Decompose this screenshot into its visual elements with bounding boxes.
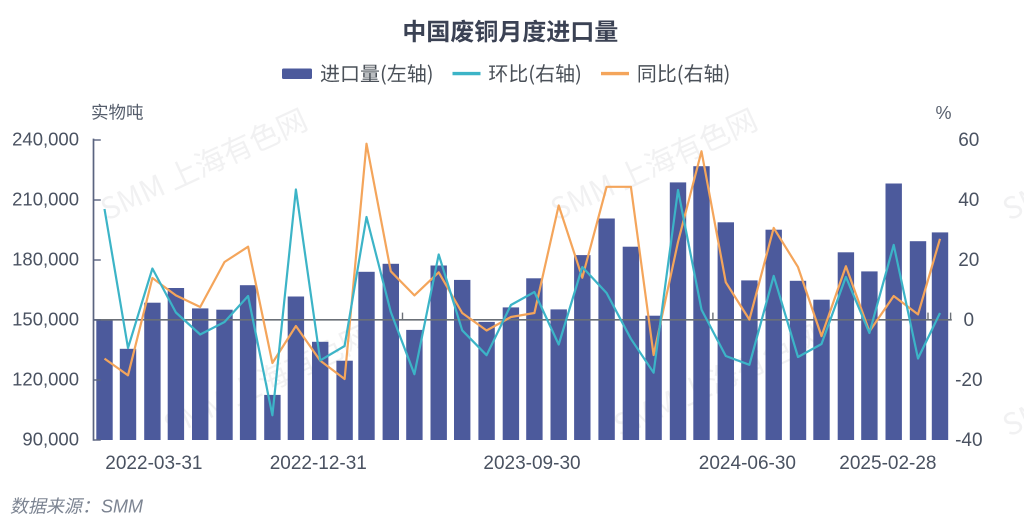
svg-text:240,000: 240,000	[12, 128, 79, 149]
svg-text:60: 60	[958, 130, 979, 151]
svg-text:90,000: 90,000	[22, 428, 79, 449]
svg-text:-40: -40	[955, 430, 982, 451]
svg-text:SMM: SMM	[101, 497, 143, 517]
svg-text:0: 0	[964, 310, 975, 331]
svg-text:180,000: 180,000	[12, 248, 79, 269]
svg-text:2023-09-30: 2023-09-30	[483, 453, 580, 474]
svg-text:2024-06-30: 2024-06-30	[699, 453, 796, 474]
svg-text:20: 20	[958, 250, 979, 271]
svg-text:150,000: 150,000	[12, 308, 79, 329]
svg-text:210,000: 210,000	[12, 188, 79, 209]
svg-text:2025-02-28: 2025-02-28	[839, 453, 936, 474]
svg-text:2022-03-31: 2022-03-31	[105, 453, 202, 474]
svg-text:2022-12-31: 2022-12-31	[270, 453, 367, 474]
svg-text:120,000: 120,000	[12, 368, 79, 389]
svg-text:%: %	[935, 103, 951, 123]
svg-text:-20: -20	[955, 370, 982, 391]
svg-text:40: 40	[958, 190, 979, 211]
